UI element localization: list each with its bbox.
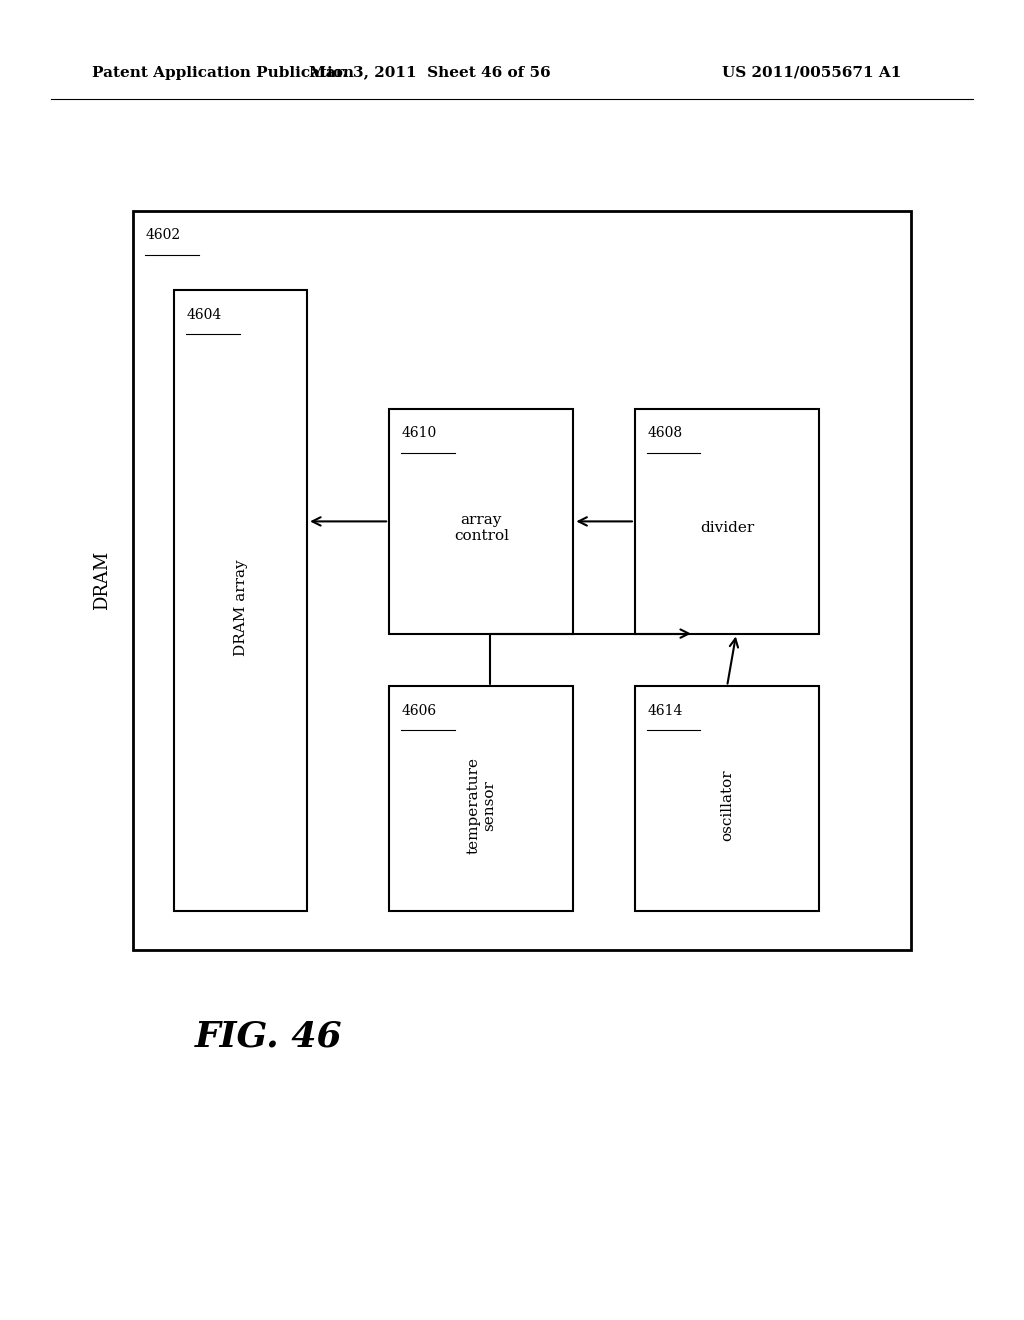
Text: Mar. 3, 2011  Sheet 46 of 56: Mar. 3, 2011 Sheet 46 of 56 (309, 66, 551, 79)
Text: 4608: 4608 (647, 426, 682, 441)
Bar (389, 686, 573, 911)
Bar (174, 290, 307, 911)
Text: FIG. 46: FIG. 46 (195, 1019, 342, 1053)
Text: 4604: 4604 (186, 308, 221, 322)
Text: DRAM array: DRAM array (233, 558, 248, 656)
Text: divider: divider (700, 521, 754, 535)
Text: Patent Application Publication: Patent Application Publication (92, 66, 354, 79)
Text: 4614: 4614 (647, 704, 683, 718)
Text: oscillator: oscillator (720, 770, 734, 841)
Text: 4610: 4610 (401, 426, 436, 441)
Text: DRAM: DRAM (93, 552, 112, 610)
Text: 4602: 4602 (145, 228, 180, 243)
Text: array
control: array control (454, 513, 509, 543)
Text: 4606: 4606 (401, 704, 436, 718)
Bar (635, 686, 819, 911)
Text: US 2011/0055671 A1: US 2011/0055671 A1 (722, 66, 901, 79)
Bar (133, 211, 911, 950)
Bar (635, 409, 819, 634)
Text: temperature
sensor: temperature sensor (466, 756, 497, 854)
Bar (389, 409, 573, 634)
